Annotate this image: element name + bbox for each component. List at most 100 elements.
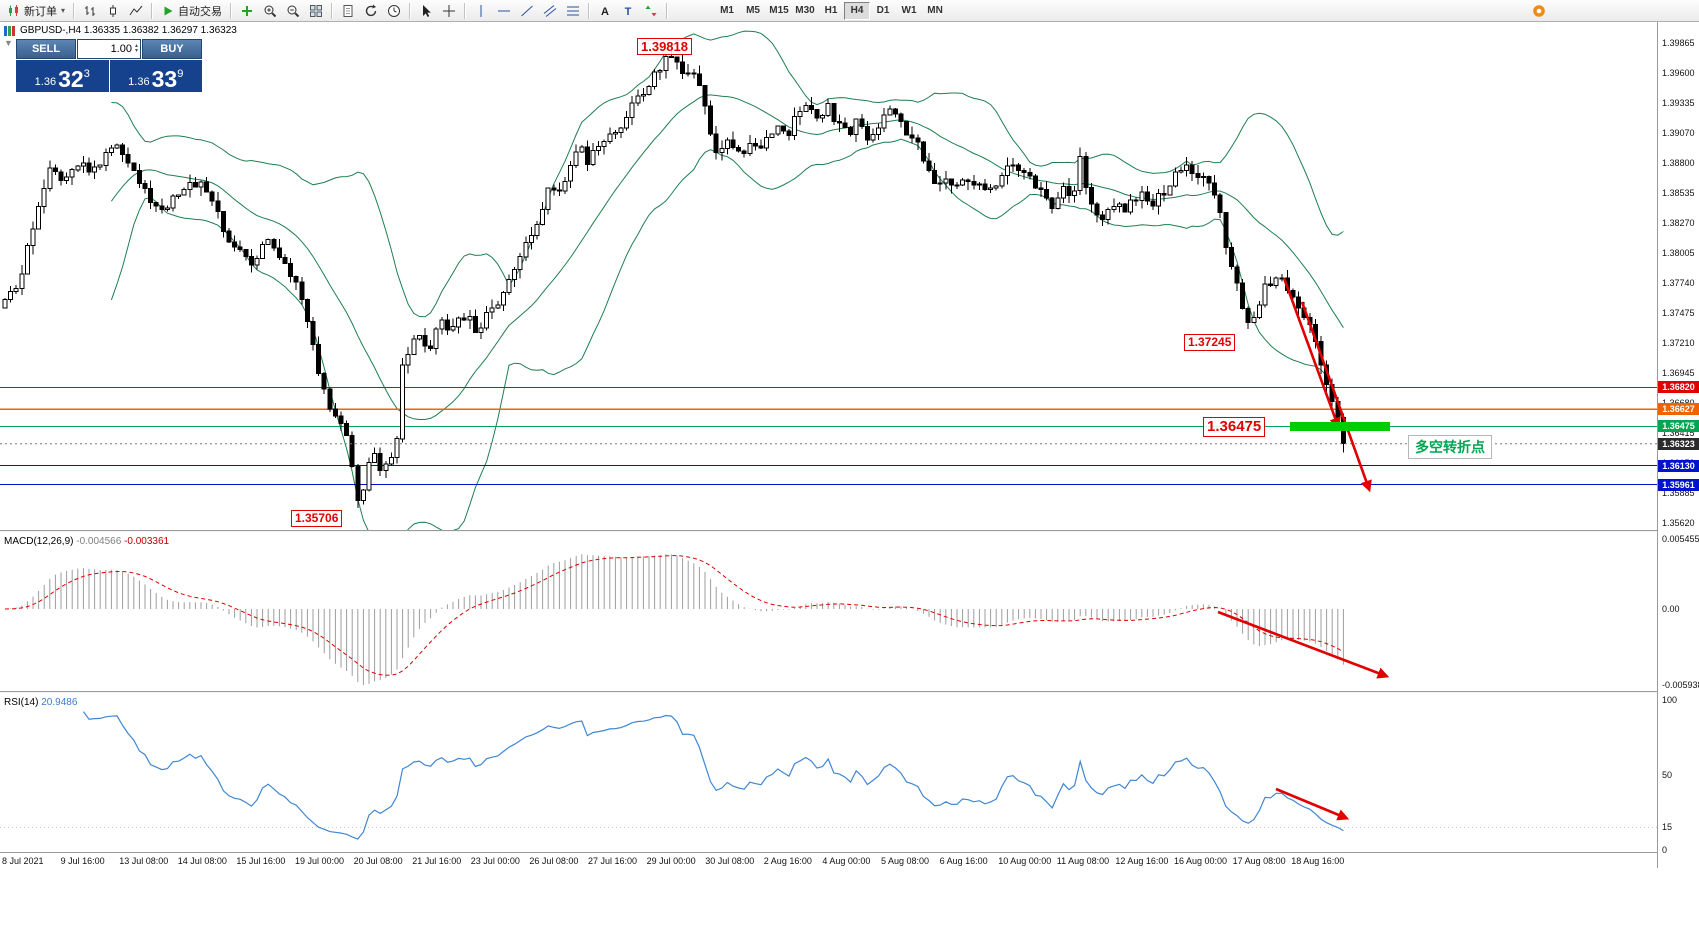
price-tag: 1.35961 xyxy=(1658,479,1699,491)
time-tick: 4 Aug 00:00 xyxy=(822,856,871,866)
price-tag: 1.36130 xyxy=(1658,460,1699,472)
toolbar-refresh-button[interactable] xyxy=(360,1,382,21)
macd-signal-line xyxy=(4,555,1344,676)
toolbar-community-button[interactable] xyxy=(1532,4,1696,18)
time-tick: 11 Aug 08:00 xyxy=(1056,856,1110,866)
buy-price-display[interactable]: 1.36 33 9 xyxy=(109,60,202,92)
timeframe-h1-button[interactable]: H1 xyxy=(824,5,838,16)
buy-price-sup: 9 xyxy=(177,68,184,80)
price-tick: 1.39865 xyxy=(1662,38,1695,48)
refresh-icon xyxy=(365,4,377,16)
time-tick: 15 Jul 16:00 xyxy=(236,856,286,866)
toolbar-chart-bars-button[interactable] xyxy=(79,1,101,21)
svg-text:A: A xyxy=(601,6,609,18)
toolbar-tile-windows-button[interactable] xyxy=(305,1,327,21)
chart-icon xyxy=(4,25,15,36)
time-tick: 29 Jul 00:00 xyxy=(646,856,696,866)
main-toolbar: 新订单 ▾ 自动交易 A T M1 M5 M15 M30 H1 H4 D1 W1 MN xyxy=(0,0,1699,22)
textA-icon: A xyxy=(601,6,609,18)
toolbar-equidistant-channel-button[interactable] xyxy=(539,1,561,21)
toolbar-separator xyxy=(588,2,591,19)
toolbar-chart-line-button[interactable] xyxy=(125,1,147,21)
toolbar-arrow-objects-button[interactable] xyxy=(640,1,662,21)
trade-panel-collapse-icon[interactable]: ▼ xyxy=(4,38,13,48)
channel-icon xyxy=(543,4,557,17)
time-tick: 23 Jul 00:00 xyxy=(470,856,520,866)
macd-tick: 0.005455 xyxy=(1662,534,1699,544)
price-annotation-low[interactable]: 1.35706 xyxy=(291,510,343,527)
candles xyxy=(2,50,1346,508)
price-axis[interactable]: 1.39865 1.39600 1.39335 1.39070 1.38800 1.385… xyxy=(1657,22,1699,868)
timeframe-w1-button[interactable]: W1 xyxy=(901,5,917,16)
toolbar-separator xyxy=(409,2,412,19)
labelT-icon: T xyxy=(625,6,632,18)
toolbar-crosshair-button[interactable] xyxy=(438,1,460,21)
toolbar-period-stepper-button[interactable] xyxy=(383,1,405,21)
toolbar-horizontal-line-button[interactable] xyxy=(493,1,515,21)
price-annotation-mid[interactable]: 1.37245 xyxy=(1184,334,1236,351)
time-tick: 2 Aug 16:00 xyxy=(763,856,812,866)
timeframe-m15-button[interactable]: M15 xyxy=(769,5,789,16)
buy-button[interactable]: BUY xyxy=(142,39,202,59)
toolbar-fibonacci-button[interactable] xyxy=(562,1,584,21)
toolbar-zoom-in-button[interactable] xyxy=(259,1,281,21)
timeframe-h4-button[interactable]: H4 xyxy=(844,1,871,20)
price-annotation-high[interactable]: 1.39818 xyxy=(637,38,692,55)
turning-point-label[interactable]: 多空转折点 xyxy=(1408,435,1492,459)
toolbar-separator xyxy=(464,2,467,19)
main-chart-panel[interactable] xyxy=(0,22,1657,530)
toolbar-autotrading-button[interactable]: 自动交易 xyxy=(157,1,226,21)
volume-field[interactable]: 1.00 ▴ ▾ xyxy=(77,39,141,59)
price-tick: 1.37740 xyxy=(1662,278,1695,288)
toolbar-text-button[interactable]: A xyxy=(594,1,616,21)
price-tick: 1.36945 xyxy=(1662,368,1695,378)
timeframe-m30-button[interactable]: M30 xyxy=(795,5,815,16)
toolbar-chart-candles-button[interactable] xyxy=(102,1,124,21)
play-icon xyxy=(164,6,173,15)
rsi-panel[interactable] xyxy=(0,694,1657,852)
timeframe-d1-button[interactable]: D1 xyxy=(876,5,890,16)
price-tick: 1.38535 xyxy=(1662,188,1695,198)
toolbar-new-order-button[interactable]: 新订单 ▾ xyxy=(3,1,69,21)
cursor-icon xyxy=(423,4,431,17)
timeframe-m5-button[interactable]: M5 xyxy=(746,5,760,16)
timeframe-mn-button[interactable]: MN xyxy=(927,5,943,16)
buy-price-small: 1.36 xyxy=(128,76,150,88)
rsi-label: RSI(14) 20.9486 xyxy=(4,697,77,708)
price-tick: 1.36415 xyxy=(1662,428,1695,438)
toolbar-cursor-button[interactable] xyxy=(415,1,437,21)
panel-separator[interactable] xyxy=(0,530,1699,533)
price-tick: 1.35885 xyxy=(1662,488,1695,498)
price-tick: 1.39335 xyxy=(1662,98,1695,108)
time-tick: 10 Aug 00:00 xyxy=(998,856,1052,866)
sell-price-display[interactable]: 1.36 32 3 xyxy=(16,60,109,92)
price-tick: 1.35620 xyxy=(1662,518,1695,528)
toolbar-autotrading-label: 自动交易 xyxy=(178,5,223,18)
price-tag: 1.36820 xyxy=(1658,381,1699,393)
toolbar-zoom-out-button[interactable] xyxy=(282,1,304,21)
toolbar-indicators-button[interactable] xyxy=(236,1,258,21)
toolbar-separator xyxy=(331,2,334,19)
chart-window: GBPUSD-,H4 1.36335 1.36382 1.36297 1.363… xyxy=(0,22,1699,941)
toolbar-vertical-line-button[interactable] xyxy=(470,1,492,21)
toolbar-text-label-button[interactable]: T xyxy=(617,1,639,21)
rsi-tick: 0 xyxy=(1662,845,1668,855)
timeframe-m1-button[interactable]: M1 xyxy=(720,5,734,16)
sell-price-big: 32 xyxy=(58,66,84,92)
volume-spinner-icon[interactable]: ▴ ▾ xyxy=(134,43,138,54)
time-tick: 19 Jul 00:00 xyxy=(295,856,345,866)
one-click-trade-panel: SELL 1.00 ▴ ▾ BUY 1.36 32 3 1.36 33 9 xyxy=(16,39,202,92)
rsi-tick: 50 xyxy=(1662,770,1673,780)
panel-separator[interactable] xyxy=(0,691,1699,694)
time-axis[interactable]: 8 Jul 2021 9 Jul 16:00 13 Jul 08:00 14 Jul … xyxy=(0,854,1657,868)
highlight-bar[interactable] xyxy=(1290,422,1390,431)
price-annotation-key[interactable]: 1.36475 xyxy=(1203,417,1266,437)
sell-button[interactable]: SELL xyxy=(16,39,76,59)
time-tick: 30 Jul 08:00 xyxy=(705,856,755,866)
toolbar-trendline-button[interactable] xyxy=(516,1,538,21)
macd-panel[interactable] xyxy=(0,533,1657,691)
price-tick: 1.39600 xyxy=(1662,68,1695,78)
candles2-icon xyxy=(9,4,18,16)
bollinger-upper xyxy=(111,30,1344,318)
toolbar-new-chart-button[interactable] xyxy=(337,1,359,21)
